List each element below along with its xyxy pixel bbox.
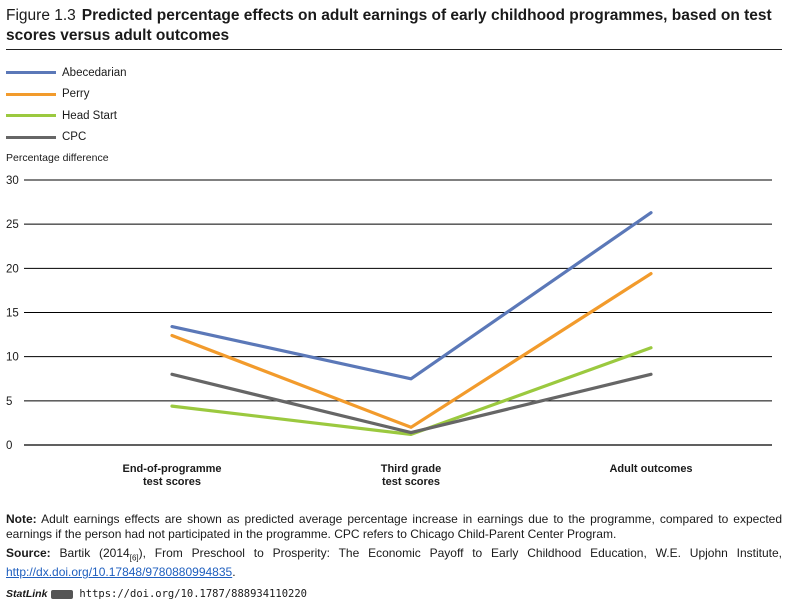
statlink: StatLink https://doi.org/10.1787/8889341… (6, 588, 307, 600)
source-end: . (232, 565, 236, 580)
series-line-perry (170, 271, 653, 429)
source-author: Bartik (2014 (59, 546, 130, 560)
note-label: Note: (6, 512, 37, 526)
source-link[interactable]: http://dx.doi.org/10.17848/9780880994835 (6, 565, 233, 580)
series-line-abecedarian (170, 211, 653, 381)
y-tick-label: 25 (6, 219, 19, 231)
legend-swatch (6, 114, 56, 118)
statlink-url[interactable]: https://doi.org/10.1787/888934110220 (79, 588, 307, 600)
statlink-logo-icon (51, 589, 74, 599)
source-label: Source: (6, 546, 51, 560)
legend-swatch (6, 71, 56, 75)
legend-label: Perry (62, 88, 90, 101)
x-category-label: Third grade (381, 463, 442, 475)
legend-item: CPC (6, 127, 127, 149)
legend-item: Perry (6, 84, 127, 106)
x-category-label: test scores (143, 476, 201, 488)
heading-divider (6, 49, 782, 50)
series-line-head-start (170, 346, 653, 436)
y-tick-label: 0 (6, 440, 12, 452)
y-tick-label: 5 (6, 396, 12, 408)
y-tick-label: 30 (6, 175, 19, 187)
series-line-cpc (170, 372, 653, 435)
legend-swatch (6, 135, 56, 139)
legend-label: CPC (62, 131, 87, 144)
figure-note: Note: Adult earnings effects are shown a… (6, 512, 782, 542)
statlink-brand: StatLink (6, 588, 48, 600)
source-text: ), From Preschool to Prosperity: The Eco… (138, 546, 782, 560)
legend-item: Head Start (6, 105, 127, 127)
y-tick-label: 20 (6, 263, 19, 275)
y-axis-label: Percentage difference (6, 152, 109, 164)
figure-number: Figure 1.3 (6, 7, 76, 24)
y-tick-label: 10 (6, 352, 19, 364)
source-ref: [6] (129, 553, 139, 563)
legend-swatch (6, 92, 56, 96)
x-category-label: End-of-programme (123, 463, 222, 475)
figure-heading: Figure 1.3 Predicted percentage effects o… (6, 6, 782, 46)
x-category-label: Adult outcomes (609, 463, 692, 475)
figure-source: Source: Bartik (2014[6]), From Preschool… (6, 546, 782, 580)
note-text: Adult earnings effects are shown as pred… (6, 512, 783, 541)
legend-label: Abecedarian (62, 66, 127, 79)
legend-item: Abecedarian (6, 62, 127, 84)
x-category-label: test scores (382, 476, 440, 488)
figure-title: Predicted percentage effects on adult ea… (6, 7, 772, 44)
legend-label: Head Start (62, 109, 117, 122)
chart-legend: Abecedarian Perry Head Start CPC (6, 62, 127, 148)
y-tick-label: 15 (6, 308, 19, 320)
